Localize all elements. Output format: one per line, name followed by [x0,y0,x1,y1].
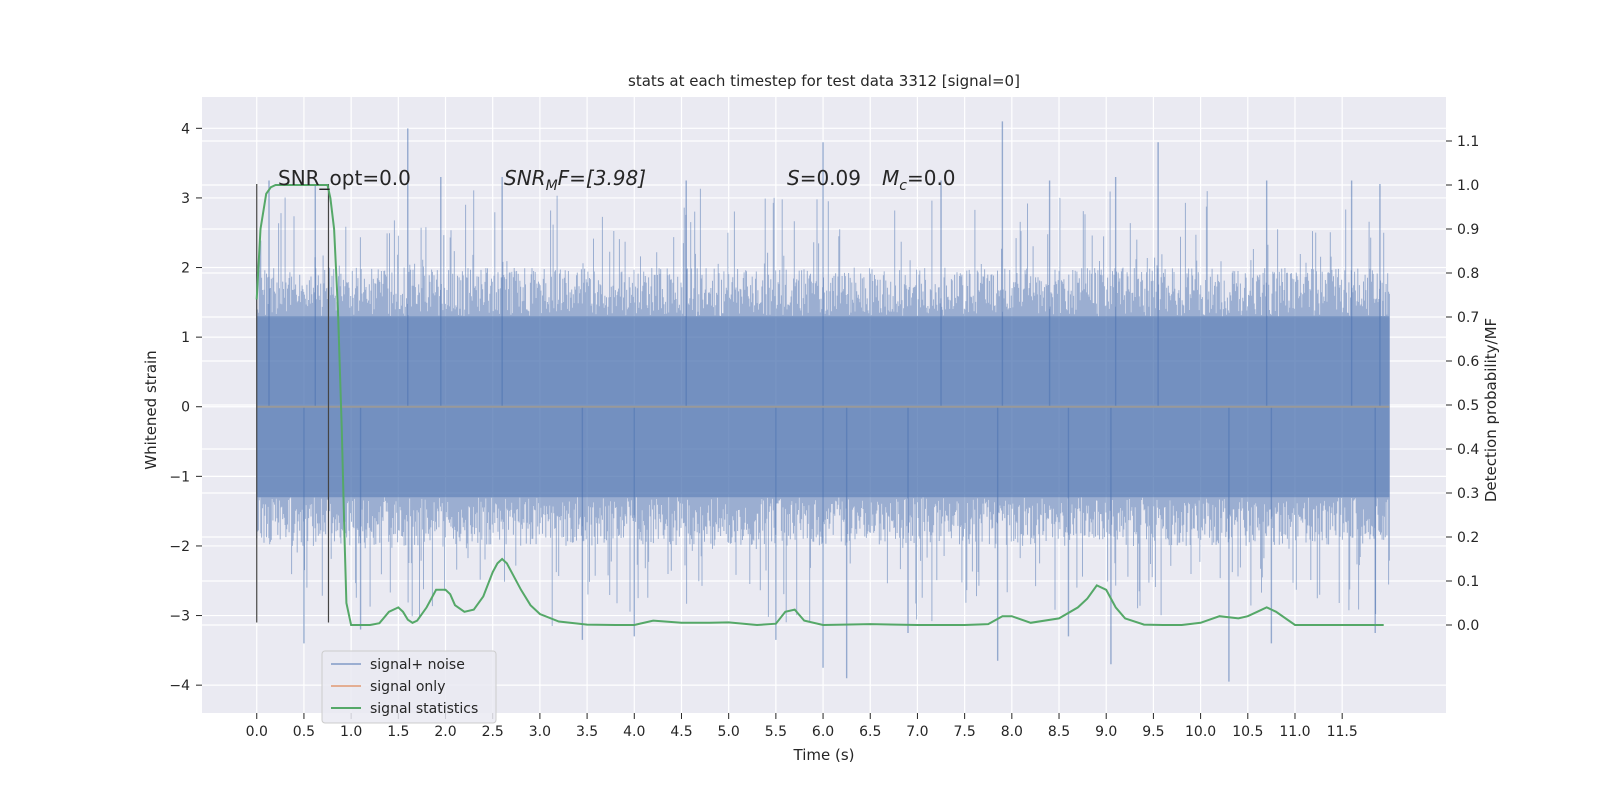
x-tick-label: 10.5 [1232,724,1263,740]
x-tick-label: 2.0 [434,724,456,740]
x-tick-label: 1.5 [387,724,409,740]
annotation-mc-value: =0.0 [907,166,956,190]
y2-tick-label: 0.5 [1457,398,1479,414]
annotation-snr-mf-value: F=[3.98] [558,166,646,190]
x-tick-label: 5.5 [765,724,787,740]
annotation-snr-mf-symbol: SNR [504,166,546,190]
annotation-mc-subscript: c [899,178,907,194]
y-tick-label: 0 [181,400,190,416]
annotation-s-symbol: S [787,166,800,190]
y2-tick-label: 1.1 [1457,134,1479,150]
x-tick-label: 3.5 [576,724,598,740]
x-tick-label: 6.0 [812,724,834,740]
y-tick-label: 1 [181,330,190,346]
y-tick-label: 2 [181,261,190,277]
annotation-s: S=0.09 [787,166,861,190]
series-signal-statistics [255,184,1384,627]
y2-axis-label: Detection probability/MF [1482,318,1500,502]
y-tick-label: −2 [169,539,190,555]
x-tick-label: 11.5 [1327,724,1358,740]
x-tick-label: 4.5 [670,724,692,740]
x-tick-label: 10.0 [1185,724,1216,740]
legend: signal+ noise signal only signal statist… [321,650,497,724]
annotation-s-value: =0.09 [800,166,861,190]
ticks: 0.0 0.5 1.0 1.5 2.0 2.5 3.0 3.5 4.0 4.5 5.0 5.5 6.0 6… [169,121,1479,740]
y2-tick-label: 0.7 [1457,310,1479,326]
annotation-snr-opt: SNR_opt=0.0 [278,166,411,190]
annotation-snr-mf: SNRMF=[3.98] [504,166,646,194]
legend-label-signal-plus-noise: signal+ noise [370,657,465,673]
x-tick-label: 5.0 [718,724,740,740]
y-tick-label: −3 [169,609,190,625]
y2-tick-label: 0.6 [1457,354,1479,370]
x-tick-label: 1.0 [340,724,362,740]
chart-title: stats at each timestep for test data 331… [628,72,1020,90]
x-tick-label: 6.5 [859,724,881,740]
y2-tick-label: 0.3 [1457,486,1479,502]
y2-tick-label: 0.4 [1457,442,1479,458]
y-tick-label: 3 [181,191,190,207]
x-tick-label: 9.5 [1142,724,1164,740]
x-tick-label: 11.0 [1279,724,1310,740]
y2-tick-label: 0.1 [1457,574,1479,590]
x-tick-label: 0.5 [293,724,315,740]
x-tick-label: 2.5 [482,724,504,740]
signal-statistics-line [255,184,1384,627]
x-tick-label: 9.0 [1095,724,1117,740]
y2-tick-label: 1.0 [1457,178,1479,194]
x-tick-label: 7.0 [906,724,928,740]
y2-tick-label: 0.8 [1457,266,1479,282]
x-tick-label: 3.0 [529,724,551,740]
annotation-mc-symbol: M [882,166,899,190]
vertical-markers [256,184,330,623]
x-tick-label: 7.5 [954,724,976,740]
legend-label-signal-only: signal only [370,679,445,695]
legend-label-signal-statistics: signal statistics [370,701,478,717]
y2-tick-label: 0.2 [1457,530,1479,546]
x-tick-label: 8.0 [1001,724,1023,740]
x-tick-label: 0.0 [246,724,268,740]
y-tick-label: 4 [181,121,190,137]
y2-tick-label: 0.0 [1457,618,1479,634]
x-tick-label: 4.0 [623,724,645,740]
x-axis-label: Time (s) [793,746,855,764]
y-axis-label: Whitened strain [142,350,160,469]
y-tick-label: −4 [169,678,190,694]
annotation-snr-mf-subscript: M [546,178,558,194]
y2-tick-label: 0.9 [1457,222,1479,238]
annotation-mc: Mc=0.0 [882,166,956,194]
x-tick-label: 8.5 [1048,724,1070,740]
y-tick-label: −1 [169,469,190,485]
legend-box [321,650,497,724]
